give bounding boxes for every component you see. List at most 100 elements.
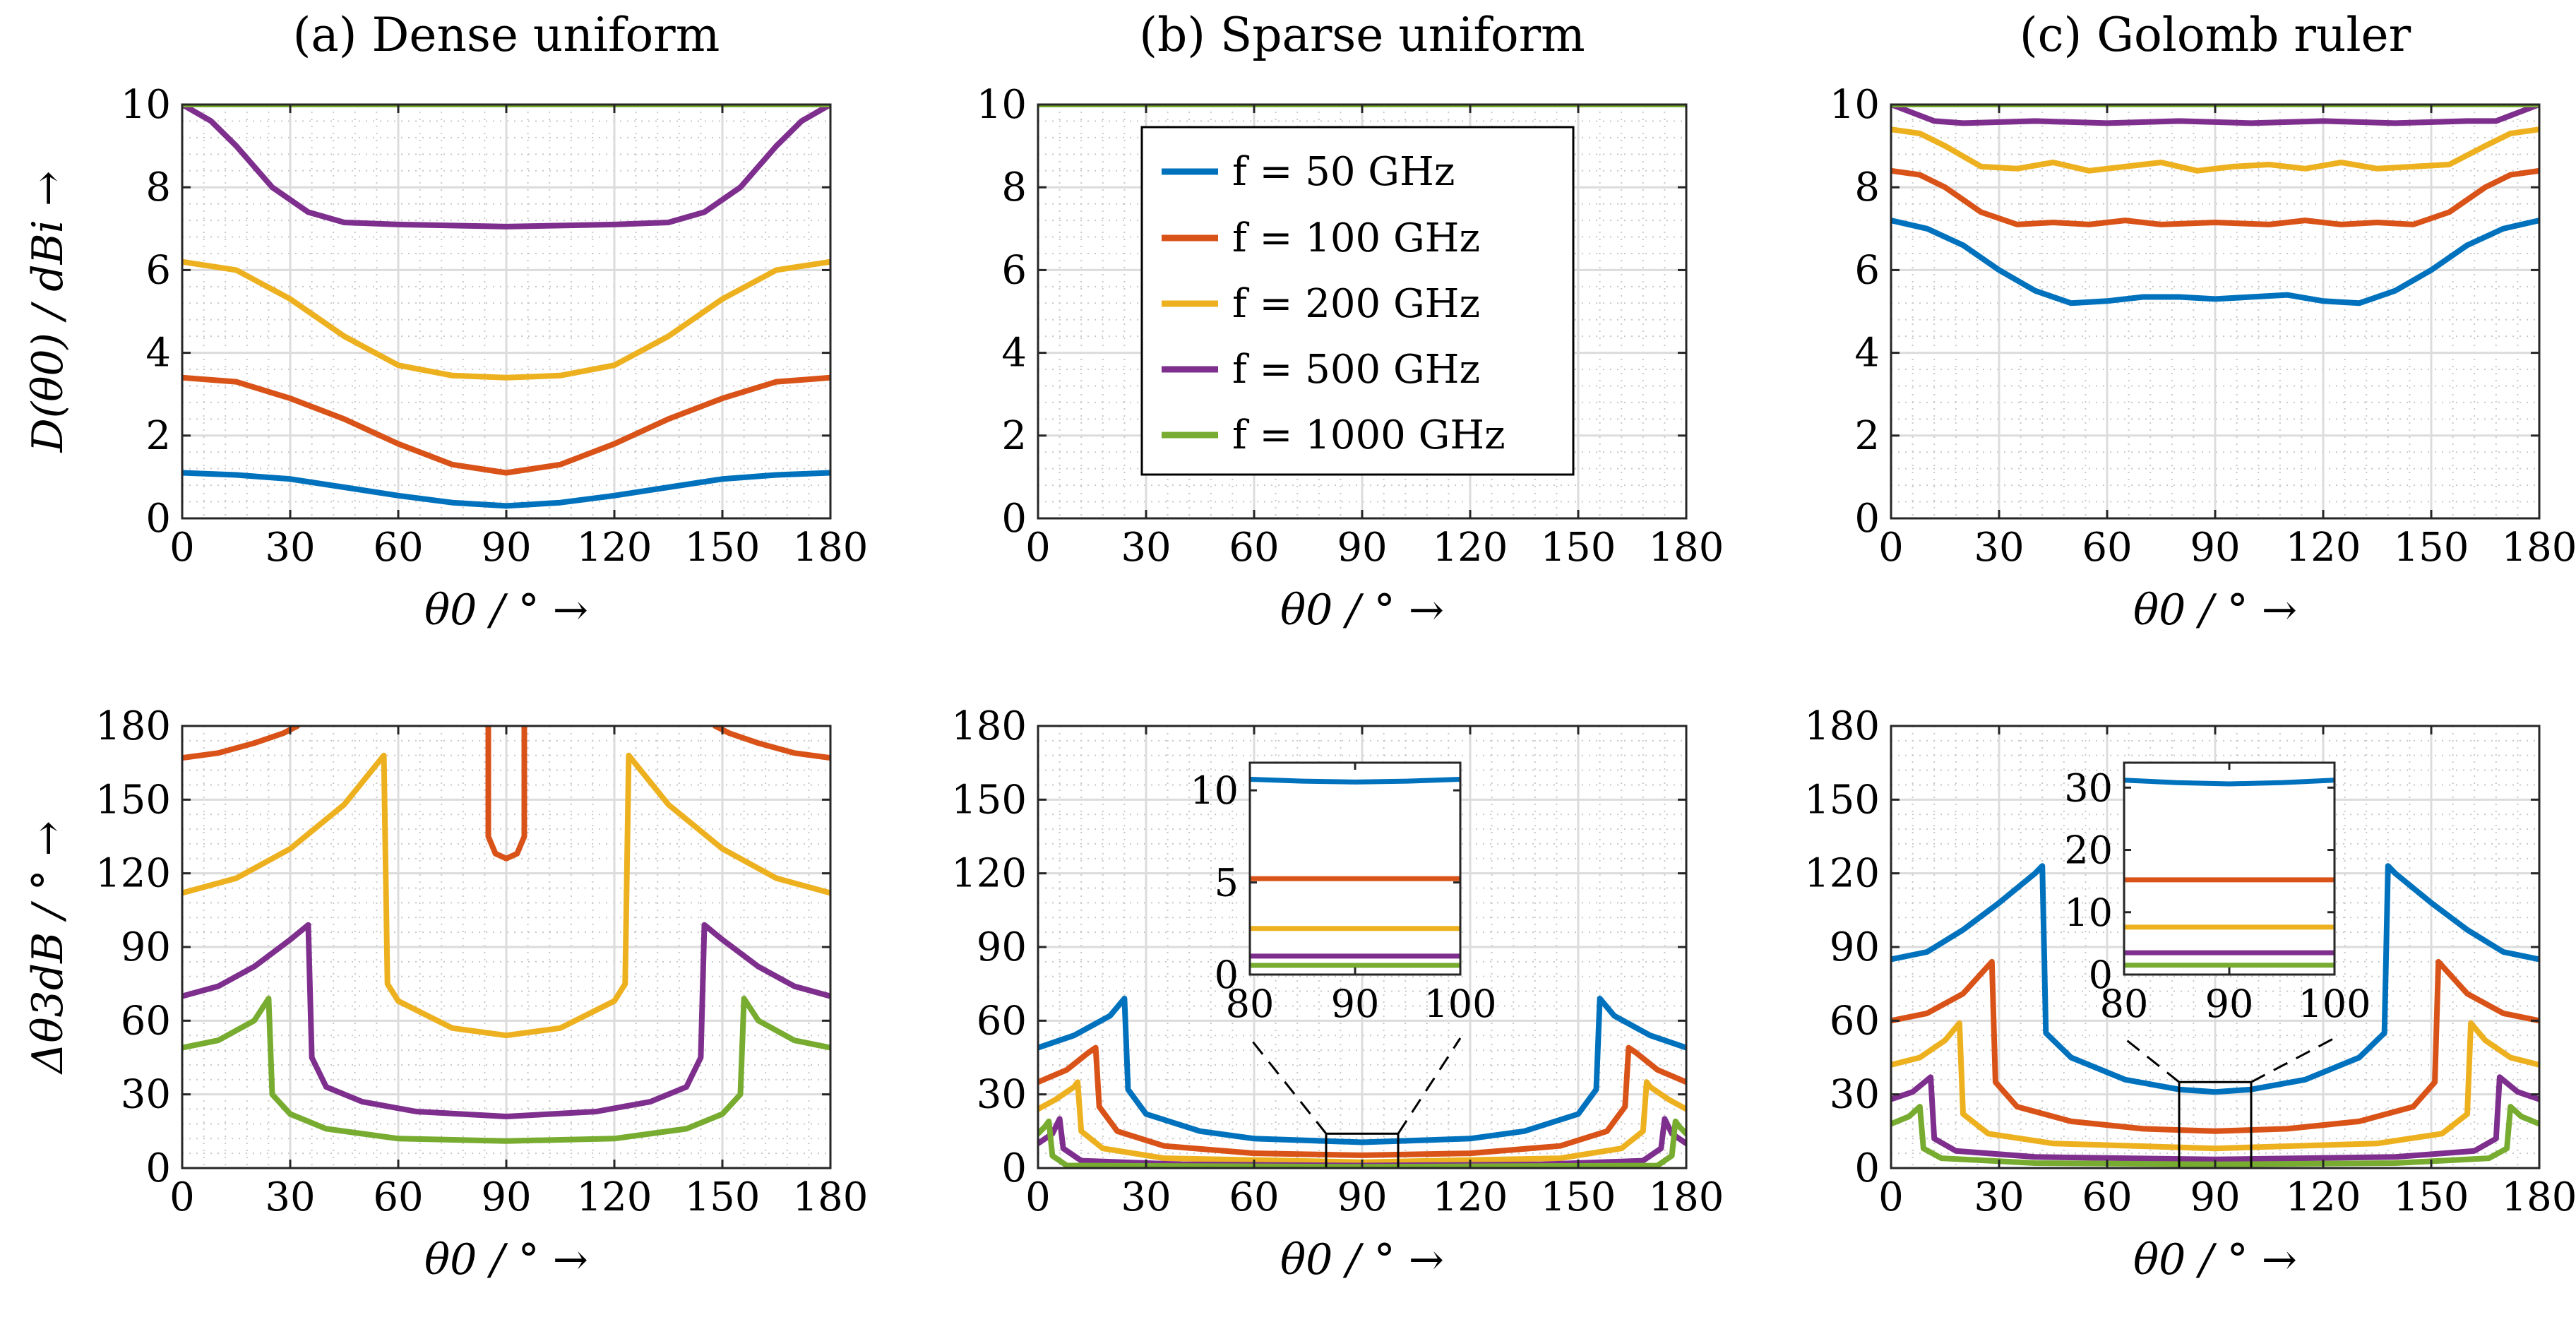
y-tick-label: 150	[95, 777, 171, 823]
x-tick-label: 30	[1121, 1174, 1171, 1220]
y-axis-label: Δθ3dB / ° →	[23, 821, 73, 1075]
y-tick-label: 30	[977, 1072, 1027, 1118]
y-tick-label: 180	[951, 703, 1027, 749]
x-tick-label: 80	[1226, 982, 1275, 1026]
x-tick-label: 120	[2286, 525, 2361, 571]
x-tick-label: 150	[1541, 525, 1616, 571]
y-tick-label: 30	[121, 1072, 171, 1118]
series-line	[485, 726, 527, 862]
y-tick-label: 90	[977, 924, 1027, 970]
panel-c_top: 0 30 60 90 120 150 180 0 2 4 6 8 10 θ0 / ° →	[1830, 82, 2576, 635]
y-tick-label: 0	[2089, 953, 2113, 997]
series-group	[182, 726, 830, 1144]
title-a: (a) Dense uniform	[293, 8, 720, 62]
y-tick-label: 4	[1854, 330, 1880, 376]
series-line	[712, 726, 830, 761]
y-tick-label: 6	[1854, 247, 1880, 293]
x-tick-label: 100	[2298, 982, 2371, 1026]
y-tick-label: 6	[1001, 247, 1027, 293]
x-tick-label: 90	[1331, 982, 1380, 1026]
x-tick-label: 90	[2190, 1174, 2240, 1220]
y-tick-label: 10	[121, 82, 171, 128]
y-tick-label: 4	[145, 330, 171, 376]
x-tick-label: 0	[1025, 1174, 1051, 1220]
series-group	[2124, 778, 2334, 968]
series-line	[182, 258, 830, 381]
x-tick-label: 30	[1121, 525, 1171, 571]
x-axis-label: θ0 / ° →	[424, 1235, 588, 1285]
legend-label-200: f = 200 GHz	[1232, 281, 1480, 327]
y-tick-label: 30	[2064, 766, 2113, 810]
x-tick-label: 60	[373, 1174, 423, 1220]
zoom-connector	[1397, 1037, 1462, 1135]
x-tick-label: 90	[2205, 982, 2254, 1026]
x-tick-label: 0	[169, 525, 195, 571]
y-tick-label: 0	[1215, 953, 1239, 997]
y-tick-label: 150	[1804, 777, 1880, 823]
series-line	[1038, 1044, 1686, 1158]
x-tick-label: 150	[685, 1174, 761, 1220]
zoom-connector	[2123, 1037, 2180, 1083]
x-axis-label: θ0 / ° →	[2133, 1235, 2297, 1285]
x-tick-label: 180	[793, 1174, 869, 1220]
y-tick-label: 10	[2064, 891, 2113, 935]
x-tick-label: 30	[265, 525, 315, 571]
y-tick-label: 120	[1804, 851, 1880, 897]
y-tick-label: 120	[95, 851, 171, 897]
series-line	[182, 726, 301, 761]
zoom-connector	[1248, 1037, 1328, 1135]
y-tick-label: 10	[977, 82, 1027, 128]
y-tick-label: 10	[1830, 82, 1880, 128]
x-axis-label: θ0 / ° →	[1280, 1235, 1444, 1285]
y-tick-label: 2	[145, 413, 171, 459]
x-tick-label: 30	[265, 1174, 315, 1220]
series-line	[182, 374, 830, 476]
series-line	[1891, 167, 2539, 227]
series-line	[182, 752, 830, 1039]
y-tick-label: 10	[1190, 768, 1239, 813]
x-tick-label: 150	[1541, 1174, 1616, 1220]
y-tick-label: 60	[1830, 998, 1880, 1044]
x-tick-label: 60	[2082, 525, 2132, 571]
x-tick-label: 0	[1878, 525, 1904, 571]
x-tick-label: 180	[1649, 525, 1724, 571]
x-tick-label: 180	[1649, 1174, 1724, 1220]
x-tick-label: 60	[1229, 525, 1279, 571]
x-axis-label: θ0 / ° →	[424, 585, 588, 635]
inset-b_bot: 80 90 100 0 5 10	[1190, 761, 1497, 1026]
y-tick-label: 90	[1830, 924, 1880, 970]
x-tick-label: 0	[169, 1174, 195, 1220]
y-tick-label: 8	[1854, 165, 1880, 210]
x-tick-label: 0	[1878, 1174, 1904, 1220]
series-line	[1038, 996, 1686, 1145]
series-line	[1891, 1074, 2539, 1162]
y-tick-label: 6	[145, 247, 171, 293]
x-axis-label: θ0 / ° →	[1280, 585, 1444, 635]
x-tick-label: 120	[577, 525, 652, 571]
x-tick-label: 180	[2502, 525, 2576, 571]
x-tick-label: 120	[1433, 525, 1508, 571]
series-group	[1891, 105, 2539, 306]
series-line	[182, 996, 830, 1144]
x-tick-label: 90	[1337, 1174, 1387, 1220]
y-tick-label: 90	[121, 924, 171, 970]
y-tick-label: 0	[1854, 1145, 1880, 1191]
y-tick-label: 150	[951, 777, 1027, 823]
y-tick-label: 4	[1001, 330, 1027, 376]
series-group	[182, 105, 830, 509]
y-tick-label: 180	[95, 703, 171, 749]
y-tick-label: 60	[121, 998, 171, 1044]
plot-area	[2124, 763, 2334, 975]
x-tick-label: 120	[1433, 1174, 1508, 1220]
title-c: (c) Golomb ruler	[2020, 8, 2411, 62]
series-line	[182, 105, 830, 230]
legend-label-1000: f = 1000 GHz	[1232, 412, 1505, 458]
legend: f = 50 GHz f = 100 GHz f = 200 GHz f = 5…	[1140, 126, 1575, 476]
series-line	[1891, 1020, 2539, 1152]
y-tick-label: 2	[1854, 413, 1880, 459]
zoom-connector	[2250, 1037, 2335, 1083]
series-line	[1891, 105, 2539, 126]
x-tick-label: 90	[1337, 525, 1387, 571]
panel-b_bot: 0 30 60 90 120 150 180 0 30 60 90 120 150 180 θ0 / ° →	[951, 703, 1724, 1285]
series-group	[1250, 777, 1460, 968]
